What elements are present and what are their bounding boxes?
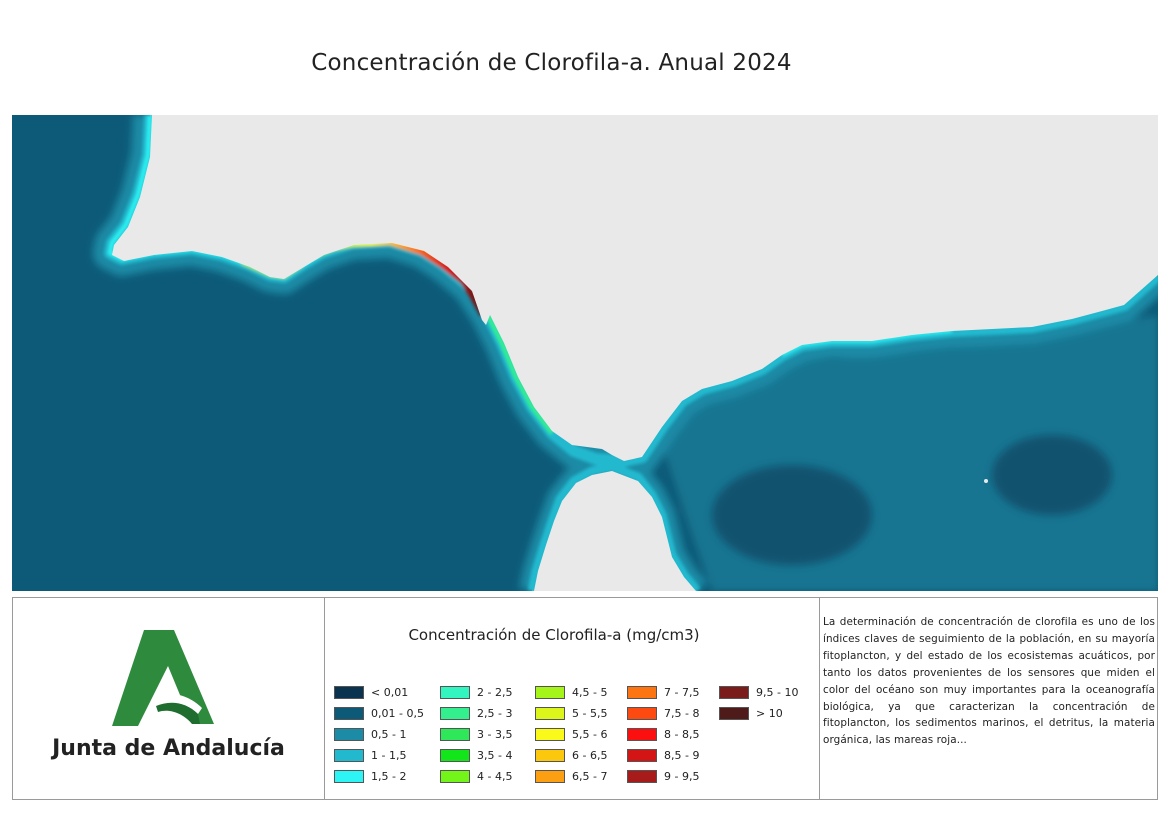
legend-item: 6,5 - 7 [535,766,607,787]
legend-item: 8,5 - 9 [627,745,699,766]
legend-label: 2,5 - 3 [477,707,513,720]
legend-swatch [440,770,470,783]
map-title: Concentración de Clorofila-a. Anual 2024 [311,50,792,76]
description-text: La determinación de concentración de clo… [823,616,1155,747]
legend-swatch [535,770,565,783]
legend-column: 7 - 7,5 7,5 - 8 8 - 8,5 8,5 - 9 9 - 9,5 [627,682,699,787]
logo-swoosh [152,693,202,714]
legend-label: 4 - 4,5 [477,770,513,783]
legend-item: > 10 [719,703,798,724]
legend-label: 1 - 1,5 [371,749,407,762]
legend-column: < 0,01 0,01 - 0,5 0,5 - 1 1 - 1,5 1,5 - 2 [334,682,424,787]
land-iberia [112,115,1158,461]
legend-column: 9,5 - 10 > 10 [719,682,798,724]
legend-label: 6,5 - 7 [572,770,608,783]
legend-label: 5,5 - 6 [572,728,608,741]
legend-label: 7,5 - 8 [664,707,700,720]
legend-item: 3,5 - 4 [440,745,512,766]
legend-title: Concentración de Clorofila-a (mg/cm3) [408,626,700,644]
legend-swatch [535,728,565,741]
junta-andalucia-logo [112,630,214,726]
legend-label: 6 - 6,5 [572,749,608,762]
land-morocco [534,471,696,591]
legend-swatch [334,707,364,720]
legend-panel: Concentración de Clorofila-a (mg/cm3) < … [324,598,820,799]
legend-item: 9,5 - 10 [719,682,798,703]
legend-label: 7 - 7,5 [664,686,700,699]
legend-item: 1 - 1,5 [334,745,424,766]
island [984,479,988,483]
description-panel: La determinación de concentración de clo… [819,598,1157,799]
legend-item: 5 - 5,5 [535,703,607,724]
org-name: Junta de Andalucía [52,736,285,761]
legend-swatch [334,770,364,783]
legend-swatch [627,728,657,741]
legend-swatch [440,707,470,720]
legend-item: 4,5 - 5 [535,682,607,703]
legend-swatch [440,686,470,699]
legend-swatch [535,749,565,762]
legend-swatch [440,749,470,762]
legend-swatch [535,686,565,699]
legend-item: < 0,01 [334,682,424,703]
legend-label: > 10 [756,707,783,720]
legend-column: 4,5 - 5 5 - 5,5 5,5 - 6 6 - 6,5 6,5 - 7 [535,682,607,787]
legend-label: 9,5 - 10 [756,686,799,699]
legend-item: 0,5 - 1 [334,724,424,745]
legend-swatch [535,707,565,720]
legend-item: 1,5 - 2 [334,766,424,787]
legend-swatch [440,728,470,741]
logo-swoosh-dark [156,702,200,724]
chlorophyll-map[interactable] [12,115,1158,591]
legend-label: 9 - 9,5 [664,770,700,783]
legend-swatch [627,686,657,699]
legend-label: 3 - 3,5 [477,728,513,741]
legend-label: < 0,01 [371,686,409,699]
info-panel: Junta de Andalucía Concentración de Clor… [12,597,1158,800]
legend-swatch [627,707,657,720]
legend-item: 8 - 8,5 [627,724,699,745]
legend-item: 5,5 - 6 [535,724,607,745]
legend-label: 8 - 8,5 [664,728,700,741]
legend-item: 7 - 7,5 [627,682,699,703]
legend-label: 0,01 - 0,5 [371,707,424,720]
legend-item: 4 - 4,5 [440,766,512,787]
legend-swatch [627,749,657,762]
legend-label: 1,5 - 2 [371,770,407,783]
legend-swatch [334,728,364,741]
legend-label: 2 - 2,5 [477,686,513,699]
legend-item: 2 - 2,5 [440,682,512,703]
legend-item: 9 - 9,5 [627,766,699,787]
legend-swatch [719,707,749,720]
legend-swatch [334,686,364,699]
legend-label: 4,5 - 5 [572,686,608,699]
legend-item: 0,01 - 0,5 [334,703,424,724]
legend-swatch [719,686,749,699]
legend-item: 2,5 - 3 [440,703,512,724]
legend-swatch [627,770,657,783]
legend-item: 6 - 6,5 [535,745,607,766]
legend-label: 3,5 - 4 [477,749,513,762]
legend-item: 3 - 3,5 [440,724,512,745]
logo-panel: Junta de Andalucía [13,598,325,799]
legend-swatch [334,749,364,762]
legend-column: 2 - 2,5 2,5 - 3 3 - 3,5 3,5 - 4 4 - 4,5 [440,682,512,787]
legend-label: 8,5 - 9 [664,749,700,762]
legend-label: 5 - 5,5 [572,707,608,720]
legend-label: 0,5 - 1 [371,728,407,741]
legend-item: 7,5 - 8 [627,703,699,724]
